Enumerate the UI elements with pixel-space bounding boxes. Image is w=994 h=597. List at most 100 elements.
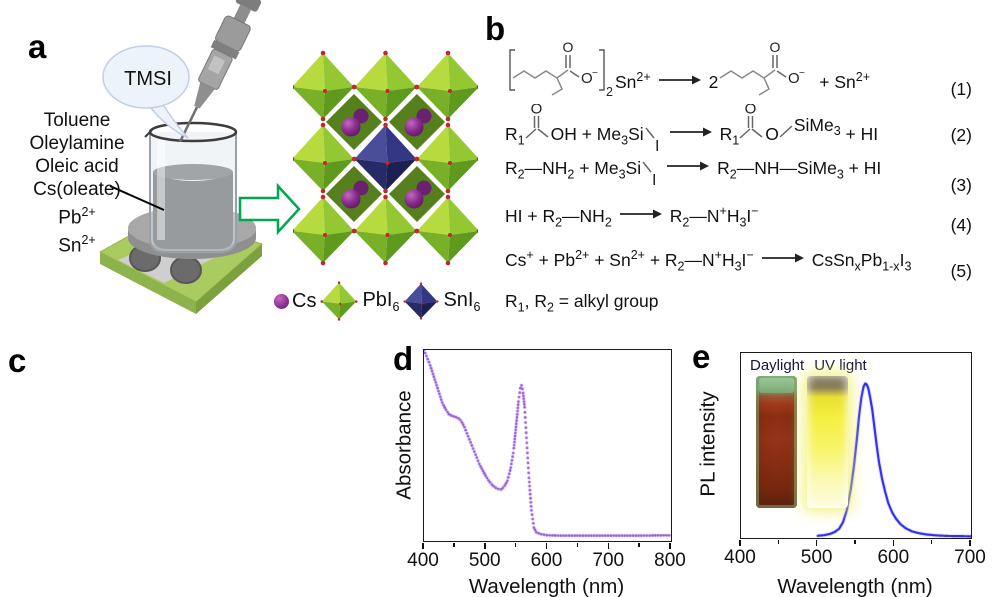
eq3-sub: 2 [729,167,737,182]
eq2-g: O [525,104,549,139]
eq5-sub: 2 [677,259,685,274]
x-axis-tick [739,540,741,546]
legend-label: SnI6 [443,289,480,314]
x-tick-label: 800 [654,550,686,571]
legend-label: PbI6 [362,289,399,314]
x-tick-label: 500 [468,550,501,571]
note-t: = alkyl group [553,291,659,311]
legend-label: Cs [292,290,316,313]
eq2-sub: 1 [517,133,525,148]
panel-c: c 2 nm 20 nm [0,338,390,597]
eq4-sub: 3 [739,215,747,230]
eq5-sup: 2+ [630,248,645,262]
reagent4-t: Pb [58,207,82,229]
eq2-hi: SiMe [793,115,834,135]
eq1-g: OO −2 [509,39,613,98]
svg-text:O: O [530,104,542,118]
eq5-t: Pb [860,249,883,270]
eq3-t: + Me [574,158,619,178]
equation-line: R2—NH2 + Me3Si I R2—NH—SiMe3 + HI [505,158,881,187]
x-tick-label: 700 [954,547,986,568]
eq2-g: I [645,127,659,153]
eq5-ar [761,253,804,263]
reagent1-t: Oleylamine [29,133,125,154]
eq4-t: I [746,205,752,226]
absorbance-plot-frame [423,349,672,542]
svg-text:I: I [655,138,659,153]
eq5-sup: − [746,248,754,262]
x-axis-tick [892,540,895,546]
reagent5-sup: 2+ [81,233,96,248]
eq5-sub: 3 [904,259,912,274]
equation-line: HI + R2—NH2 R2—N+H3I− [505,204,759,230]
absorbance-x-axis-label: Wavelength (nm) [468,575,625,597]
eq5-t: + R [644,249,678,270]
legend1-t: PbI [362,288,393,311]
eq3-t: R [717,158,730,178]
eq5-sub: 1-x [882,259,900,274]
eq3-t: Si [625,158,642,178]
reagent-item: Toluene [6,109,148,132]
reagent5-t: Sn [58,235,82,257]
eq5-t: H [721,249,735,270]
legend1-sub: 6 [392,299,400,314]
eq2-t: + HI [840,124,879,144]
eq5-t: —N [684,249,715,270]
equation-5: Cs+ + Pb2+ + Sn2+ + R2—N+H3I− CsSnxPb1-xI… [505,248,986,284]
equation-2: R1 O OH + Me3Si I R1 O O SiMe3 + HI (2) [505,104,986,153]
eq5-sup: + [714,248,722,262]
eq1-t: 2 [708,72,719,92]
eq3-t: R [505,158,518,178]
x-tick-label: 500 [800,547,833,568]
reagent4-sup: 2+ [81,205,96,219]
panel-b-label: b [485,10,506,47]
panel-c-label: c [8,342,27,379]
eq2-t: R [719,124,733,144]
x-axis-tick [969,540,971,546]
x-axis-tick [607,543,609,549]
eq5-sup: + [526,248,534,262]
eq4-t: HI + R [505,205,556,226]
eq2-hisub: 3 [833,124,841,138]
cuvette-cap [759,378,794,393]
synthesis-scene [98,0,301,314]
eq3-sub: 3 [836,167,844,182]
reagent-item: Oleylamine [6,132,148,155]
back-octahedra [326,94,445,222]
beaker [144,121,238,253]
eq3-t: —NH—SiMe [736,158,837,178]
reagent-pointer-line [109,185,165,211]
eq4-sup: + [719,204,727,218]
x-axis-minor-tick [453,543,455,547]
note-t: , R [524,291,547,311]
panel-e-label: e [692,338,711,375]
equation-number: (2) [950,125,972,145]
x-tick-label: 400 [407,550,439,571]
crystal-legend: Cs PbI6 SnI6 [274,280,480,322]
eq5-t: CsSn [811,249,855,270]
x-axis-minor-tick [514,543,517,547]
eq5-t: I [899,249,905,270]
legend2-t: SnI [443,288,474,311]
panel-d: d Absorbance Wavelength (nm) 400 500 600 70… [390,338,690,597]
cs-spheres [341,108,432,209]
reagent-item: Cs(oleate) [6,178,148,201]
svg-text:O: O [745,104,757,118]
svg-text:−: − [799,68,805,79]
reaction-arrow [238,182,301,236]
equation-line: R1 O OH + Me3Si I R1 O O SiMe3 + HI [505,104,879,153]
panel-d-label: d [393,340,414,377]
note-sub: 2 [546,300,554,315]
eq5-t: I [741,249,747,270]
equation-number: (3) [950,175,972,195]
uv-cuvette-photo [807,376,848,508]
eq1-t: + Sn [814,72,856,92]
eq2-g: O [739,104,763,139]
equation-line: O O −2 Sn2+ 2 O O − + Sn2+ [505,39,870,98]
hotplate-knob [170,256,202,284]
eq1-sup: 2+ [636,70,651,85]
sni6-octahedron-icon [403,282,440,320]
x-axis-minor-tick [777,540,780,544]
eq4-t: H [726,205,740,226]
panel-a-label: a [28,28,47,65]
